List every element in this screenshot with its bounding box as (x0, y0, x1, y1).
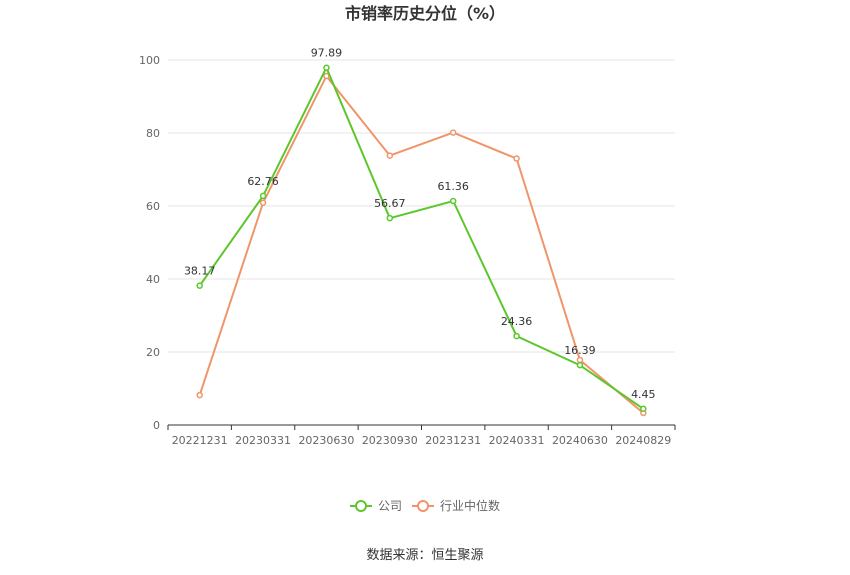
data-point[interactable] (259, 199, 267, 206)
y-axis: 0 20 40 60 80 100 (139, 54, 160, 432)
legend-label: 公司 (378, 499, 402, 513)
x-tick-label: 20240829 (615, 434, 671, 447)
data-point[interactable] (386, 152, 394, 159)
data-label: 4.45 (631, 388, 656, 401)
series-line-0 (198, 65, 644, 410)
legend-item-0[interactable]: 公司 (350, 499, 402, 513)
series-line-1 (198, 74, 644, 414)
y-tick-label: 60 (146, 200, 160, 213)
data-point[interactable] (640, 405, 647, 413)
y-tick-label: 80 (146, 127, 160, 140)
data-point[interactable] (513, 155, 520, 162)
x-axis: 20221231 20230331 20230630 20230930 20231231… (167, 424, 676, 447)
data-label: 24.36 (501, 315, 533, 328)
legend-swatch-marker (355, 500, 367, 512)
data-point[interactable] (449, 197, 457, 205)
x-tick-label: 20240331 (489, 434, 545, 447)
x-tick-label: 20240630 (552, 434, 608, 447)
y-tick-label: 100 (139, 54, 160, 67)
y-tick-label: 0 (153, 419, 160, 432)
grid (168, 59, 675, 353)
data-point[interactable] (576, 361, 584, 369)
data-point[interactable] (449, 129, 457, 136)
data-point[interactable] (259, 192, 267, 200)
data-labels: 38.17 62.76 97.89 56.67 61.36 24.36 16.39 4.45 (184, 47, 656, 401)
y-tick-label: 20 (146, 346, 160, 359)
x-tick-label: 20231231 (425, 434, 481, 447)
x-tick-label: 20221231 (172, 434, 228, 447)
data-label: 56.67 (374, 197, 406, 210)
data-label: 62.76 (247, 175, 279, 188)
data-point[interactable] (323, 64, 330, 71)
data-point[interactable] (513, 332, 520, 340)
y-tick-label: 40 (146, 273, 160, 286)
data-point[interactable] (386, 214, 394, 222)
x-tick-label: 20230630 (298, 434, 354, 447)
data-label: 38.17 (184, 265, 216, 278)
data-point[interactable] (576, 356, 584, 364)
legend[interactable]: 公司 行业中位数 (350, 498, 500, 513)
data-label: 97.89 (311, 47, 343, 60)
legend-label: 行业中位数 (440, 498, 500, 513)
source-note: 数据来源：恒生聚源 (366, 548, 483, 563)
data-label: 16.39 (564, 344, 596, 357)
legend-swatch-marker (417, 500, 429, 512)
chart-title: 市销率历史分位（%） (345, 4, 505, 23)
x-tick-label: 20230331 (235, 434, 291, 447)
x-tick-label: 20230930 (362, 434, 418, 447)
data-point[interactable] (196, 391, 203, 399)
series-group (196, 64, 647, 417)
data-label: 61.36 (437, 180, 469, 193)
legend-item-1[interactable]: 行业中位数 (412, 498, 500, 513)
data-point[interactable] (196, 282, 203, 289)
